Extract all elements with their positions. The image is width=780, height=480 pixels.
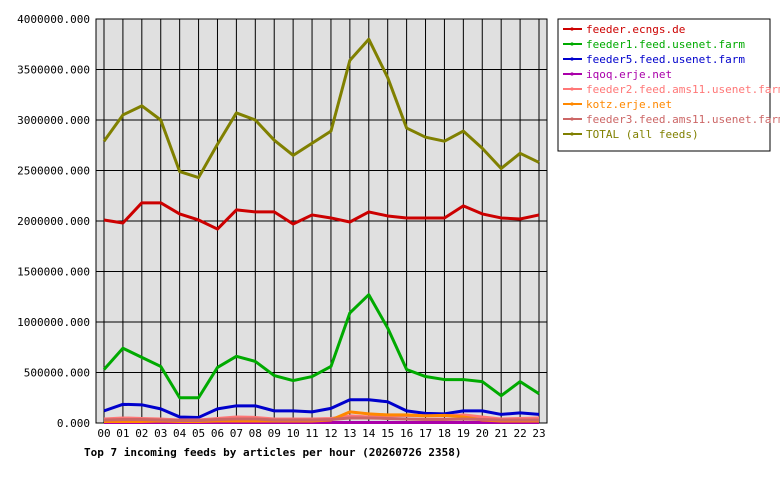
legend-label: feeder.ecngs.de: [586, 23, 685, 36]
x-tick-label: 05: [192, 427, 205, 440]
y-tick-label: 2000000.000: [17, 215, 90, 228]
x-tick-label: 21: [495, 427, 508, 440]
x-axis-ticks: 00 01 02 03 04 05 06 07 08 09 10 11 12 13 14 15 16 17 18 19…: [97, 427, 545, 440]
x-tick-label: 14: [362, 427, 376, 440]
x-tick-label: 15: [381, 427, 394, 440]
legend-label: kotz.erje.net: [586, 98, 672, 111]
x-tick-label: 00: [97, 427, 110, 440]
x-tick-label: 18: [438, 427, 451, 440]
legend-marker: [570, 87, 574, 91]
x-tick-label: 02: [135, 427, 148, 440]
x-tick-label: 07: [230, 427, 243, 440]
x-tick-label: 17: [419, 427, 432, 440]
legend-label: feeder2.feed.ams11.usenet.farm: [586, 83, 780, 96]
x-tick-label: 22: [513, 427, 526, 440]
legend-box: [557, 18, 771, 152]
x-tick-label: 12: [324, 427, 337, 440]
x-tick-label: 09: [268, 427, 281, 440]
y-tick-label: 1000000.000: [17, 316, 90, 329]
legend-marker: [570, 72, 574, 76]
x-tick-label: 08: [249, 427, 262, 440]
y-axis-ticks: 0.000 500000.000 1000000.000 1500000.000 200…: [17, 13, 90, 430]
legend-marker: [570, 102, 574, 106]
series-line-0: [103, 201, 540, 231]
x-tick-label: 20: [476, 427, 489, 440]
legend-marker: [570, 27, 574, 31]
series-line-2: [103, 398, 540, 419]
legend-label: iqoq.erje.net: [586, 68, 672, 81]
y-tick-label: 3000000.000: [17, 114, 90, 127]
series-line-6: [103, 416, 539, 422]
x-tick-label: 10: [287, 427, 300, 440]
legend-label: feeder1.feed.usenet.farm: [586, 38, 745, 51]
y-tick-label: 1500000.000: [17, 266, 90, 279]
series-line-7: [102, 37, 540, 180]
y-tick-label: 2500000.000: [17, 165, 90, 178]
x-tick-label: 04: [173, 427, 187, 440]
legend-marker: [570, 57, 574, 61]
legend-marker: [570, 132, 574, 136]
x-tick-label: 11: [305, 427, 318, 440]
x-tick-label: 16: [400, 427, 413, 440]
x-tick-label: 06: [211, 427, 224, 440]
y-tick-label: 4000000.000: [17, 13, 90, 26]
legend-label: TOTAL (all feeds): [586, 128, 699, 141]
x-tick-label: 23: [532, 427, 545, 440]
x-tick-label: 01: [116, 427, 129, 440]
legend-label: feeder3.feed.ams11.usenet.farm: [586, 113, 780, 126]
x-tick-label: 13: [343, 427, 356, 440]
y-tick-label: 0.000: [57, 417, 90, 430]
y-tick-label: 500000.000: [24, 367, 90, 380]
legend-marker: [570, 42, 574, 46]
x-tick-label: 03: [154, 427, 167, 440]
x-tick-label: 19: [457, 427, 470, 440]
legend-label: feeder5.feed.usenet.farm: [586, 53, 745, 66]
y-tick-label: 3500000.000: [17, 64, 90, 77]
series-lines: [102, 37, 540, 424]
series-line-1: [102, 293, 540, 400]
legend-marker: [570, 117, 574, 121]
chart-title: Top 7 incoming feeds by articles per hou…: [84, 446, 462, 459]
legend: feeder.ecngs.de feeder1.feed.usenet.farm f…: [557, 18, 780, 152]
